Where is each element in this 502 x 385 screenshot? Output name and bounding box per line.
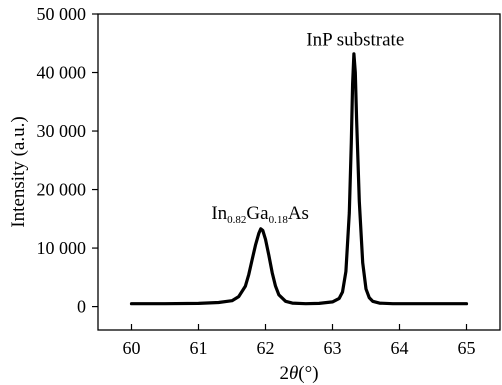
x-tick-label: 63: [324, 338, 342, 358]
y-tick-label: 10 000: [37, 238, 87, 258]
plot-border: [97, 13, 501, 331]
x-axis-label: 2θ(°): [279, 363, 318, 384]
annotation-text: As: [288, 203, 309, 224]
annotation-text: In: [211, 203, 227, 224]
x-axis-label-prefix: 2: [279, 363, 289, 384]
x-tick-label: 61: [190, 338, 208, 358]
y-axis-label: Intensity (a.u.): [8, 116, 29, 227]
annotation-subscript: 0.18: [269, 214, 289, 226]
x-axis-label-unit: (°): [298, 363, 318, 384]
annotation-label: InP substrate: [306, 30, 404, 51]
y-axis-ticks: 0 10 000 20 000 30 000 40 000 50 000: [37, 4, 98, 317]
y-tick-label: 40 000: [37, 63, 87, 83]
y-tick-label: 50 000: [37, 4, 87, 24]
annotation-label: In0.82Ga0.18As: [211, 203, 309, 226]
series-line: [129, 52, 469, 306]
plot-frame: [97, 13, 501, 331]
annotation-subscript: 0.82: [227, 214, 246, 226]
annotation-text: Ga: [246, 203, 269, 224]
x-axis-ticks: 60 61 62 63 64 65: [123, 324, 476, 358]
annotations: In0.82Ga0.18As InP substrate: [211, 30, 404, 226]
x-axis-label-symbol: θ: [289, 363, 298, 384]
x-tick-label: 64: [391, 338, 409, 358]
y-tick-label: 0: [77, 297, 86, 317]
y-tick-label: 30 000: [37, 121, 87, 141]
x-tick-label: 60: [123, 338, 141, 358]
series-layer: [129, 52, 469, 306]
x-tick-label: 65: [458, 338, 476, 358]
y-tick-label: 20 000: [37, 180, 87, 200]
x-tick-label: 62: [257, 338, 275, 358]
